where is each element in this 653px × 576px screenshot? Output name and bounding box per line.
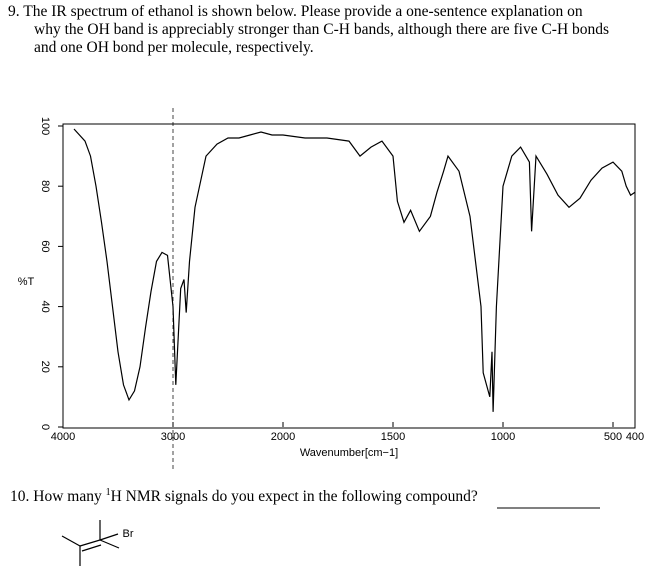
molecule-label: Br [123, 528, 134, 540]
x-axis-label: Wavenumber[cm−1] [300, 447, 398, 459]
text: 10. How many [10, 488, 106, 506]
molecule [61, 520, 120, 566]
y-tick-label: 100 [39, 117, 51, 135]
text: H NMR signals do you expect in the follo… [110, 488, 478, 506]
spectrum-line [73, 128, 636, 412]
y-tick-label: 0 [39, 424, 51, 430]
y-tick-label: 20 [39, 361, 51, 373]
x-tick-label: 3000 [161, 431, 185, 443]
y-tick-label: 40 [39, 300, 51, 312]
y-tick-label: 80 [39, 180, 51, 192]
question-10: 10. How many 1H NMR signals do you expec… [10, 487, 478, 506]
x-tick-label: 1000 [491, 431, 515, 443]
x-tick-label: 4000 [51, 431, 75, 443]
y-tick-label: 60 [39, 240, 51, 252]
question-line: and one OH bond per molecule, respective… [34, 39, 314, 56]
question-line: 9. The IR spectrum of ethanol is shown b… [8, 3, 583, 20]
x-tick-label: 500 [604, 431, 622, 443]
question-line: why the OH band is appreciably stronger … [34, 21, 610, 38]
x-tick-label: 1500 [381, 431, 405, 443]
y-axis-label: %T [18, 276, 35, 288]
plot-frame [62, 123, 636, 429]
superscript: 1 [105, 487, 111, 498]
x-tick-label: 400 [626, 431, 644, 443]
x-tick-label: 2000 [271, 431, 295, 443]
